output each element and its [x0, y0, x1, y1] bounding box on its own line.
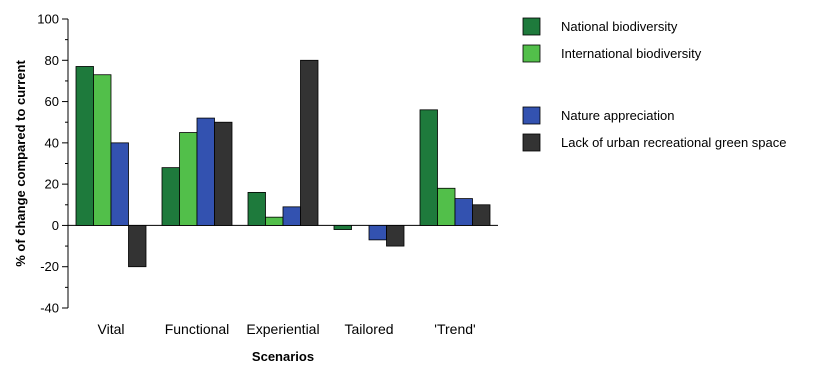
bar [454, 198, 473, 226]
y-tick-label: 80 [45, 53, 59, 68]
bar [247, 191, 266, 226]
legend-swatch [522, 133, 541, 152]
y-tick-label: 0 [52, 218, 59, 233]
bar [179, 132, 198, 226]
bar [214, 121, 233, 226]
y-axis-title: % of change compared to current [13, 60, 28, 267]
bars [75, 59, 491, 268]
bar [196, 117, 215, 226]
bar [437, 187, 456, 226]
legend-label: International biodiversity [561, 46, 702, 61]
bar [265, 216, 284, 226]
bar [300, 59, 319, 226]
bar [110, 142, 129, 226]
y-tick-label: 60 [45, 94, 59, 109]
bar [419, 109, 438, 226]
legend: National biodiversity International biodi… [522, 17, 786, 152]
category-label: Functional [165, 321, 230, 337]
legend-swatch [522, 17, 541, 36]
y-tick-label: 40 [45, 135, 59, 150]
y-tick-label: -20 [40, 259, 59, 274]
x-axis-title: Scenarios [252, 349, 314, 364]
bar [75, 66, 94, 226]
category-label: Tailored [344, 321, 393, 337]
y-tick-label: -40 [40, 301, 59, 316]
category-label: Vital [98, 321, 125, 337]
bar [161, 167, 180, 226]
y-ticks: -40 -20 0 20 40 60 80 100 [37, 12, 68, 316]
bar [386, 225, 405, 247]
category-label: Experiential [246, 321, 319, 337]
bar [333, 225, 352, 230]
legend-swatch [522, 106, 541, 125]
bar [282, 206, 301, 226]
bar [368, 225, 387, 241]
category-label: 'Trend' [434, 321, 475, 337]
bar [472, 204, 491, 226]
bar [128, 225, 147, 268]
legend-swatch [522, 44, 541, 63]
y-tick-label: 100 [37, 12, 59, 27]
legend-label: Lack of urban recreational green space [561, 135, 786, 150]
y-tick-label: 20 [45, 177, 59, 192]
bar [93, 74, 112, 226]
category-labels: Vital Functional Experiential Tailored 'Tren… [98, 321, 476, 337]
legend-label: National biodiversity [561, 19, 678, 34]
legend-label: Nature appreciation [561, 108, 674, 123]
